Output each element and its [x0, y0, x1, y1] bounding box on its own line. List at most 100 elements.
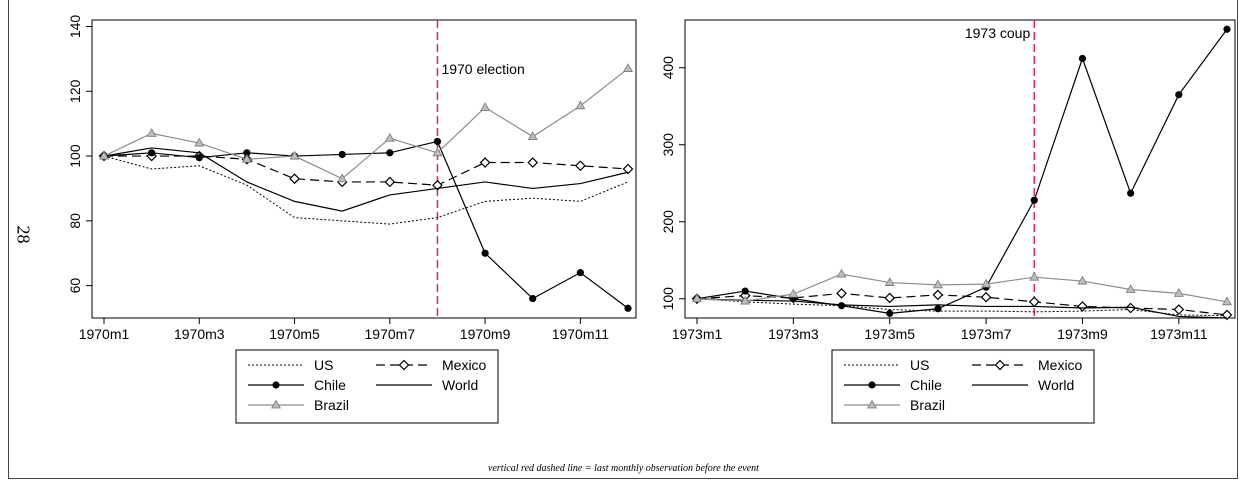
- point-mexico: [527, 157, 539, 168]
- point-brazil: [146, 128, 157, 137]
- point-mexico: [932, 289, 944, 301]
- point-chile: [148, 149, 156, 157]
- x-tick-label: 1970m1: [79, 326, 130, 342]
- point-brazil: [99, 150, 109, 160]
- point-brazil: [692, 293, 702, 303]
- legend-box: [831, 349, 1095, 424]
- legend-box: [235, 349, 499, 424]
- point-chile: [386, 149, 394, 157]
- point-chile: [1175, 91, 1183, 99]
- plot-frame: [684, 19, 1236, 319]
- point-brazil: [1125, 284, 1136, 293]
- chart-1970: 60 80 100 120 140 1970m1 1970m3 1970m5 1970m7 197…: [67, 15, 637, 424]
- point-chile: [243, 149, 251, 157]
- point-mexico: [622, 163, 634, 175]
- point-mexico: [1221, 309, 1233, 321]
- point-chile: [1030, 196, 1038, 204]
- point-chile: [886, 309, 894, 317]
- point-brazil: [337, 173, 348, 183]
- point-mexico: [980, 291, 992, 303]
- x-tick-label: 1970m9: [460, 326, 511, 342]
- point-mexico: [384, 176, 396, 188]
- series-line-chile: [696, 28, 1228, 314]
- point-chile: [1127, 189, 1135, 197]
- series-line-us: [103, 155, 629, 225]
- series-line-chile: [103, 140, 629, 309]
- point-brazil: [740, 295, 751, 305]
- charts-canvas: 60 80 100 120 140 1970m1 1970m3 1970m5 1970m7 197…: [67, 15, 1236, 424]
- legend-marker-mexico: [398, 359, 410, 371]
- series-line-mexico: [104, 155, 629, 186]
- point-brazil: [788, 288, 799, 298]
- point-chile: [433, 137, 442, 146]
- x-tick-label: 1970m7: [365, 326, 416, 342]
- point-chile: [195, 154, 203, 162]
- point-chile: [624, 304, 632, 312]
- legend-marker-brazil: [867, 399, 877, 409]
- point-mexico: [1125, 302, 1136, 314]
- x-tick-label: 1970m5: [269, 326, 320, 342]
- point-brazil: [981, 278, 992, 288]
- point-mexico: [432, 179, 443, 191]
- point-brazil: [432, 147, 443, 157]
- x-tick-label: 1970m3: [174, 326, 225, 342]
- series-line-world: [696, 298, 1228, 319]
- y-tick-label: 120: [67, 79, 83, 103]
- point-chile: [1078, 54, 1087, 63]
- x-tick-label: 1973m9: [1057, 326, 1108, 342]
- legend-marker-brazil: [271, 399, 281, 409]
- point-mexico: [575, 160, 586, 172]
- y-tick-label: 60: [67, 278, 83, 294]
- legend-label-world: World: [1038, 377, 1074, 393]
- point-chile: [1223, 25, 1231, 33]
- footnote: vertical red dashed line = last monthly …: [488, 463, 759, 474]
- x-tick-label: 1973m5: [864, 326, 915, 342]
- event-label: 1973 coup: [965, 25, 1031, 41]
- point-chile: [934, 305, 942, 313]
- y-tick-label: 300: [660, 133, 676, 157]
- legend-marker-chile: [868, 381, 876, 389]
- point-brazil: [623, 63, 633, 72]
- chart-1973: 100 200 300 400 1973m1 1973m3 1973m5 1973m7 1973…: [660, 19, 1236, 424]
- series-line-brazil: [696, 273, 1228, 303]
- point-chile: [741, 287, 749, 295]
- point-mexico: [479, 157, 491, 168]
- legend-label-brazil: Brazil: [910, 397, 945, 413]
- x-tick-label: 1970m11: [552, 326, 610, 342]
- y-tick-label: 400: [660, 56, 676, 80]
- legend-marker-chile: [272, 381, 280, 389]
- point-mexico: [836, 288, 847, 299]
- point-brazil: [194, 137, 205, 147]
- point-brazil: [932, 279, 943, 289]
- point-brazil: [241, 153, 252, 163]
- series-line-world: [103, 147, 629, 212]
- point-brazil: [1173, 288, 1184, 297]
- point-brazil: [480, 102, 491, 111]
- point-chile: [576, 269, 584, 277]
- point-chile: [338, 150, 346, 159]
- legend-label-brazil: Brazil: [314, 397, 349, 413]
- legend-label-mexico: Mexico: [442, 357, 487, 373]
- y-tick-label: 80: [67, 213, 83, 229]
- point-brazil: [884, 277, 895, 286]
- legend-label-chile: Chile: [314, 377, 346, 393]
- legend-label-chile: Chile: [910, 377, 942, 393]
- point-brazil: [575, 100, 586, 110]
- point-brazil: [384, 132, 395, 142]
- legend-label-us: US: [314, 357, 333, 373]
- y-tick-label: 140: [67, 15, 83, 39]
- point-brazil: [1077, 275, 1088, 285]
- x-tick-label: 1973m1: [672, 326, 723, 342]
- point-chile: [837, 302, 846, 310]
- point-mexico: [1028, 296, 1040, 308]
- plot-frame: [91, 19, 637, 319]
- point-mexico: [884, 292, 896, 304]
- legend-label-world: World: [442, 377, 478, 393]
- y-tick-label: 200: [660, 210, 676, 234]
- y-tick-label: 100: [67, 144, 83, 168]
- x-tick-label: 1973m7: [961, 326, 1012, 342]
- legend-marker-mexico: [994, 359, 1006, 371]
- y-tick-label: 100: [660, 287, 676, 311]
- series-line-us: [696, 298, 1228, 317]
- point-mexico: [289, 173, 300, 185]
